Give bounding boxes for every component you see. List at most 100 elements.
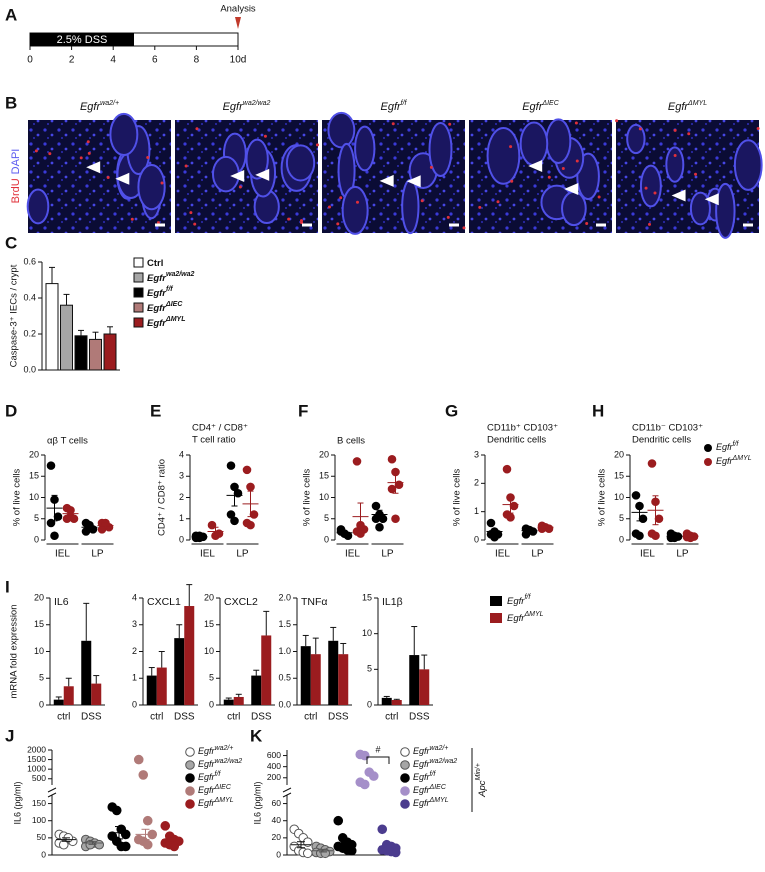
arrowhead <box>406 175 421 188</box>
y-tick-label: 10 <box>319 492 329 502</box>
crypt <box>545 118 572 165</box>
crypt <box>689 191 711 226</box>
x-tick-label: 8 <box>194 55 200 66</box>
name: Egfr <box>380 101 402 113</box>
dss-label: 2.5% DSS <box>57 34 108 46</box>
crypt <box>639 164 662 208</box>
dot <box>302 848 313 859</box>
legend-marker <box>185 760 195 770</box>
name: Egfr <box>507 596 525 607</box>
dot <box>120 841 131 852</box>
dot <box>387 454 397 464</box>
y-tick-label: 10 <box>204 646 214 656</box>
brdu-cell <box>561 166 565 170</box>
brdu-cell <box>86 140 90 144</box>
superscript: f/f <box>401 100 408 107</box>
arrowhead <box>255 168 270 181</box>
dot <box>352 457 362 466</box>
y-tick-label: 1000 <box>27 763 46 773</box>
name: Egfr <box>413 785 431 795</box>
brdu-cell <box>106 175 110 179</box>
y-tick-label: 1500 <box>27 754 46 764</box>
x-tick-label: 2 <box>69 55 75 66</box>
panel-label: I <box>5 577 10 596</box>
y-tick-label: 150 <box>32 798 46 808</box>
dot <box>377 824 388 835</box>
name: Egfr <box>668 101 690 113</box>
dot <box>486 518 496 528</box>
name-label: Egfrwa2/wa2 <box>223 100 271 113</box>
bar <box>63 686 74 705</box>
brdu-cell <box>673 128 677 132</box>
bar <box>74 335 88 371</box>
legend-swatch <box>490 596 502 606</box>
name-label: Egfrwa2/wa2 <box>413 758 457 770</box>
y-tick-label: 2000 <box>27 744 46 754</box>
brdu-cell <box>478 205 482 209</box>
dot <box>631 491 641 500</box>
dot <box>46 461 56 470</box>
legend-marker <box>704 458 712 466</box>
superscript: ΔIEC <box>214 784 232 791</box>
y-tick-label: 0.4 <box>23 292 36 302</box>
panel-title: CD4⁺ / CD8⁺ <box>192 423 248 434</box>
legend-marker <box>704 444 712 452</box>
name: Egfr <box>716 456 734 466</box>
brdu-cell <box>87 151 91 155</box>
brdu-cell <box>446 215 450 219</box>
axis-break <box>47 787 57 793</box>
dot <box>233 488 243 498</box>
name-label: Egfrf/f <box>507 594 531 607</box>
x-tick-label: LP <box>531 549 544 560</box>
comparison-label: # <box>375 744 380 754</box>
brdu-cell <box>429 165 433 169</box>
bar <box>103 333 117 371</box>
brdu-cell <box>574 121 578 125</box>
brdu-cell <box>673 154 677 158</box>
y-tick-label: 50 <box>37 832 47 842</box>
brdu-cell <box>300 221 304 225</box>
name-label: Egfrwa2/wa2 <box>198 758 242 770</box>
superscript: f/f <box>733 441 740 448</box>
y-tick-label: 0 <box>276 849 281 859</box>
y-axis-label: IL6 (pg/ml) <box>12 781 22 824</box>
name: Egfr <box>413 798 431 808</box>
panel-title: B cells <box>337 436 365 447</box>
y-tick-label: 10 <box>29 492 39 502</box>
brdu-cell <box>448 122 452 126</box>
name: Egfr <box>223 101 245 113</box>
name-label: Ctrl <box>147 258 163 269</box>
brdu-cell <box>156 221 160 225</box>
brdu-cell <box>336 222 340 226</box>
name: Egfr <box>198 798 216 808</box>
dot <box>111 805 122 816</box>
dot <box>359 779 370 790</box>
x-tick-label: ctrl <box>150 712 163 723</box>
panel-label: C <box>5 233 17 252</box>
name-label: EgfrΔIEC <box>198 784 232 796</box>
dot <box>647 459 657 468</box>
superscript: wa2/+ <box>215 745 234 752</box>
y-tick-label: 0.6 <box>23 256 36 266</box>
dot <box>50 531 59 541</box>
y-tick-label: 0 <box>619 534 624 544</box>
superscript: wa2/+ <box>100 100 119 107</box>
legend-marker <box>185 747 195 757</box>
dot <box>58 839 69 850</box>
brdu-cell <box>585 221 589 225</box>
stain-label: BrdU DAPI <box>10 149 22 204</box>
panel-title: CD11b⁻ CD103⁺ <box>632 423 703 434</box>
name-label: Egfrf/f <box>198 771 221 783</box>
y-tick-label: 0 <box>474 534 479 544</box>
y-tick-label: 0.2 <box>23 328 36 338</box>
arrowhead <box>115 172 130 185</box>
brdu-cell <box>189 211 193 215</box>
crypt <box>26 188 50 225</box>
y-tick-label: 0 <box>367 699 372 709</box>
name: Egfr <box>147 303 167 314</box>
dot <box>62 514 72 524</box>
y-tick-label: 5 <box>367 664 372 674</box>
bar <box>310 654 321 705</box>
y-tick-label: 0 <box>324 534 329 544</box>
dot <box>142 815 153 826</box>
